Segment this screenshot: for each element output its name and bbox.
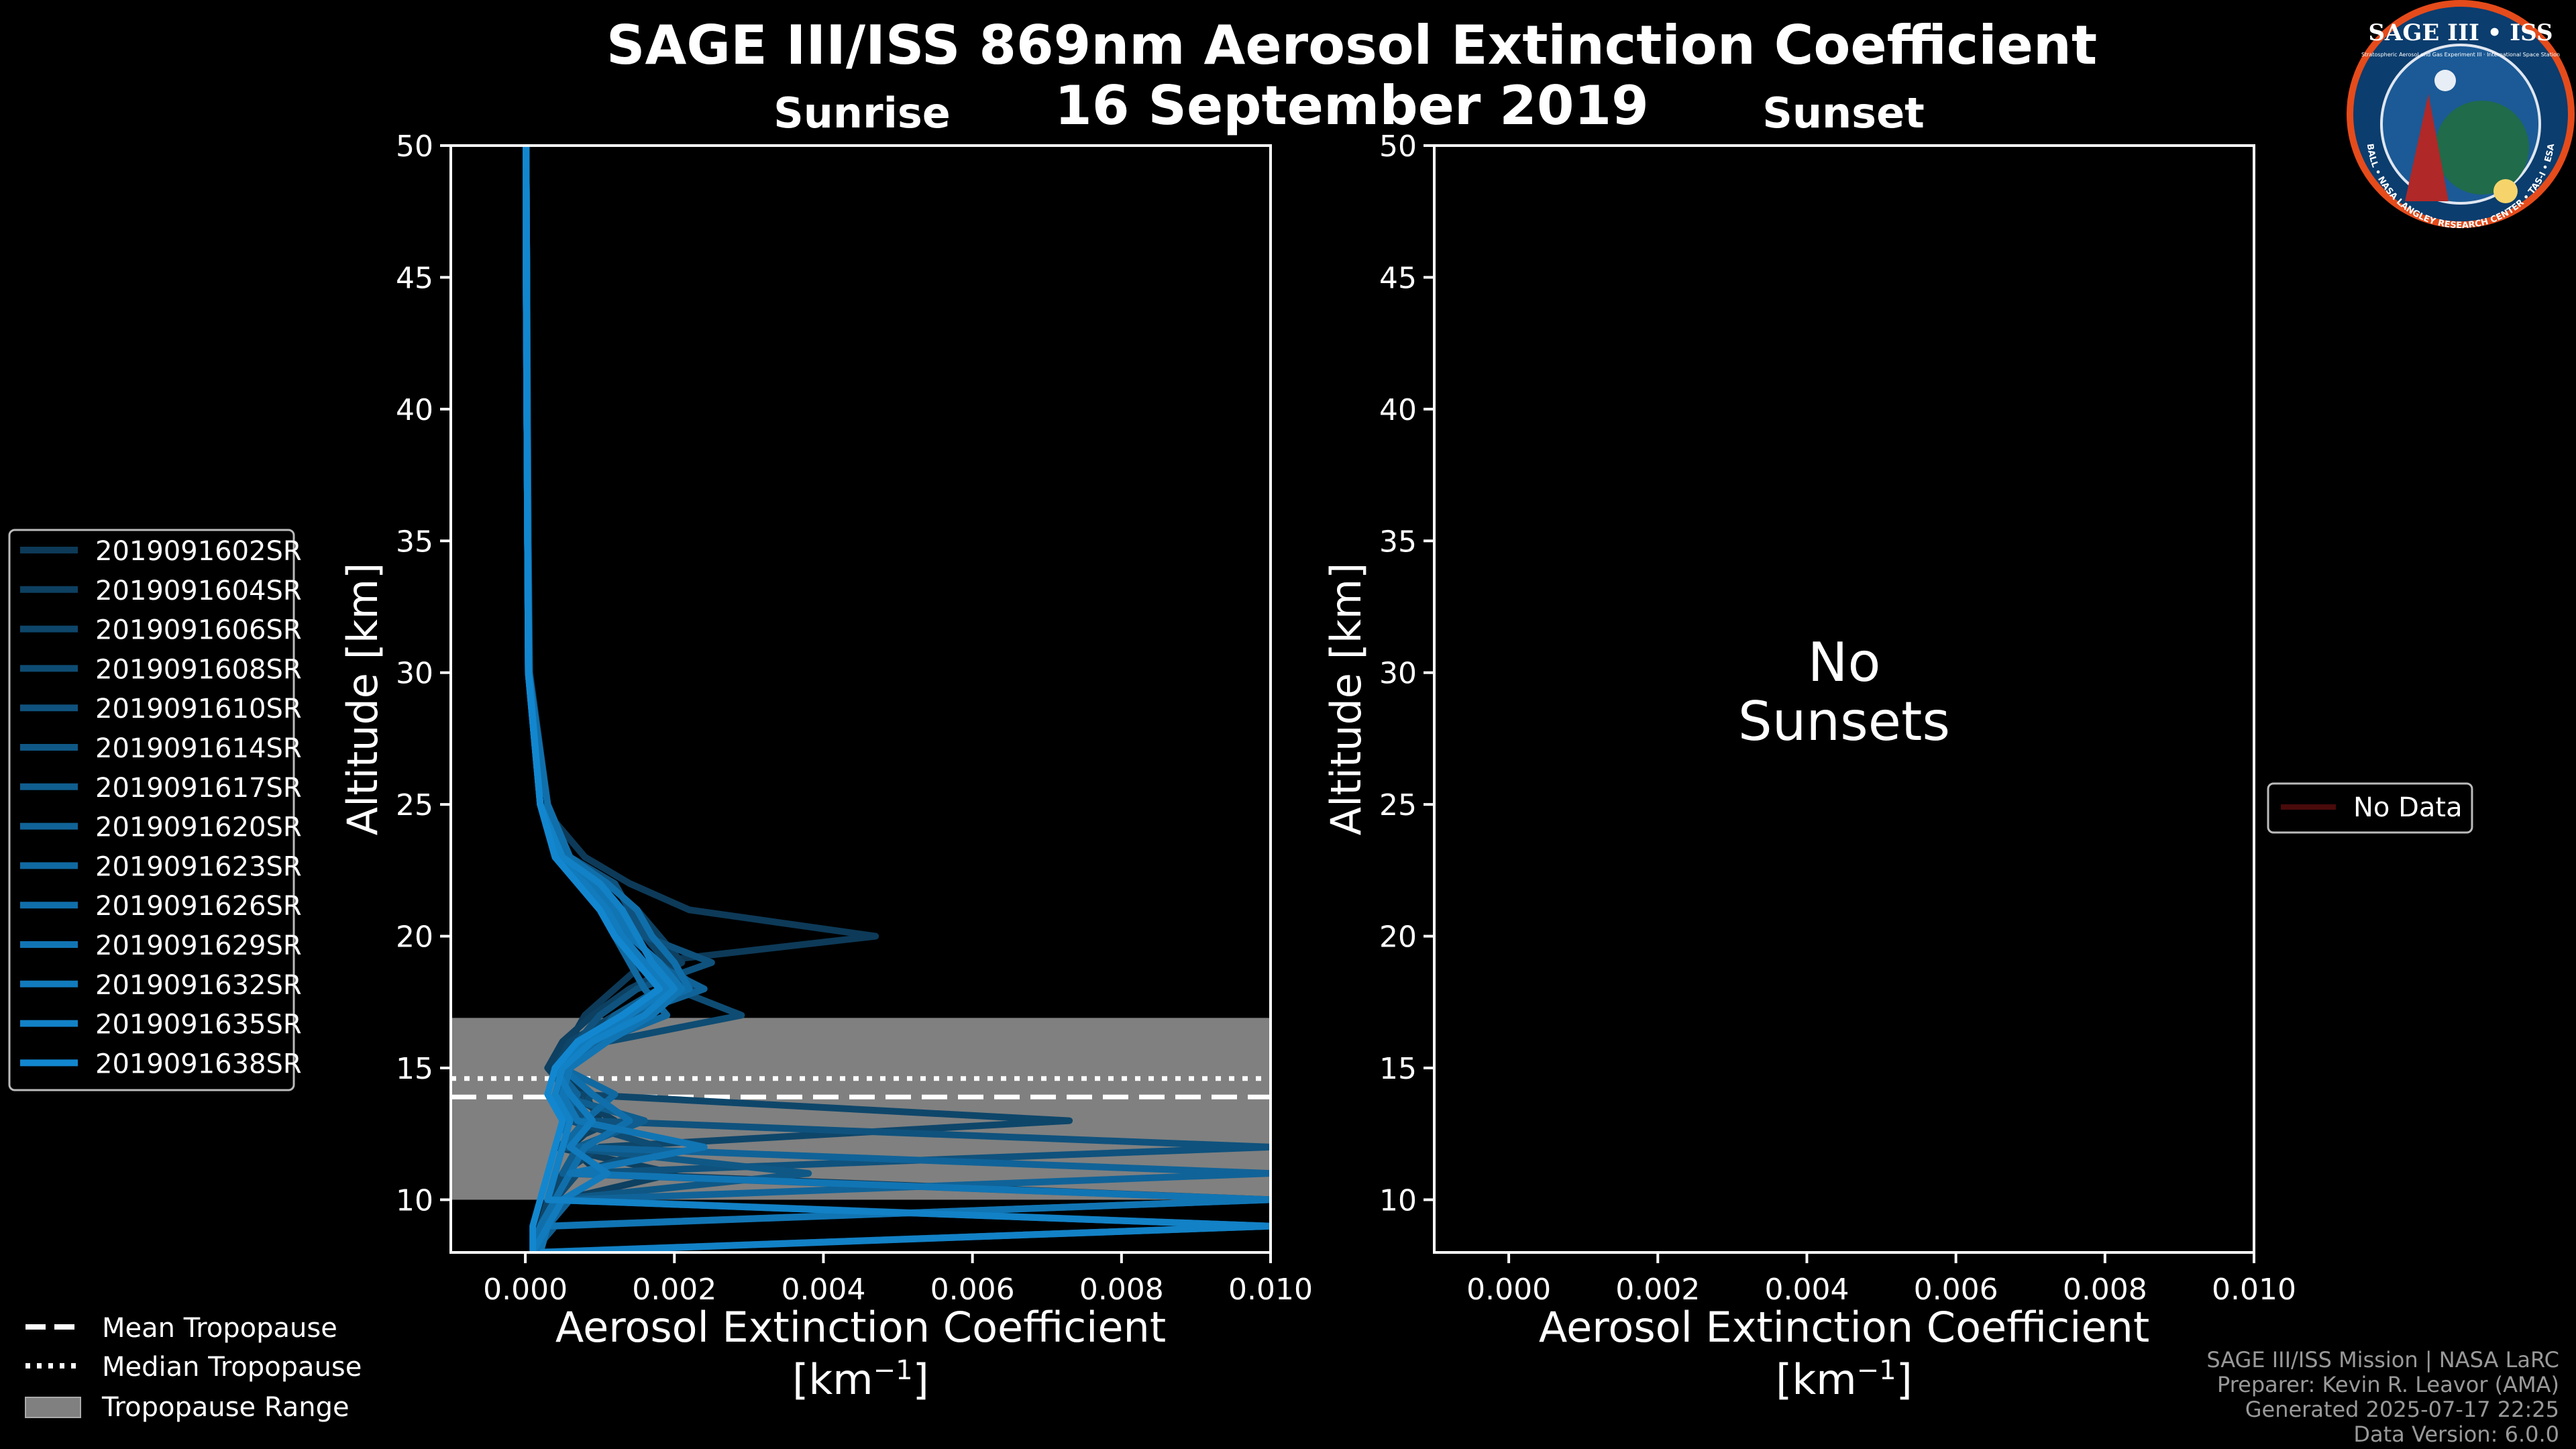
- sunset-x-tick-label: 0.010: [2212, 1273, 2296, 1307]
- logo-subtitle: Stratospheric Aerosol and Gas Experiment…: [2361, 52, 2560, 58]
- legend-label-2019091638SR: 2019091638SR: [95, 1049, 302, 1079]
- sunset-y-tick-label: 10: [1379, 1183, 1417, 1218]
- sunrise-y-tick-label: 25: [396, 788, 433, 822]
- sunrise-unit-close: ]: [913, 1355, 929, 1404]
- sunset-y-tick-label: 15: [1379, 1052, 1417, 1086]
- sunset-y-tick-label: 35: [1379, 525, 1417, 559]
- sunrise-y-tick-label: 45: [396, 261, 433, 295]
- sunset-x-tick-label: 0.006: [1914, 1273, 1998, 1307]
- series-line-2019091638SR: [523, 146, 663, 1252]
- sunrise-plot-frame: [449, 144, 1272, 1254]
- sunrise-y-tick-label: 35: [396, 525, 433, 559]
- sunset-y-tick-label: 50: [1379, 129, 1417, 164]
- legend-label-2019091602SR: 2019091602SR: [95, 536, 302, 567]
- legend-label-2019091610SR: 2019091610SR: [95, 694, 302, 724]
- sunrise-x-axis-unit: [km−1]: [792, 1355, 929, 1404]
- sunset-panel-title: Sunset: [1762, 89, 1925, 138]
- sunrise-unit-exponent: −1: [873, 1355, 913, 1386]
- sunset-y-tick-label: 20: [1379, 920, 1417, 955]
- series-legend: 2019091602SR 2019091604SR 2019091606SR 2019…: [8, 529, 302, 1091]
- no-data-legend: No Data: [2267, 782, 2473, 834]
- legend-label-2019091614SR: 2019091614SR: [95, 733, 302, 764]
- sunset-y-tick-label: 45: [1379, 261, 1417, 295]
- footer-mission: SAGE III/ISS Mission | NASA LaRC: [2206, 1347, 2559, 1373]
- sunset-y-axis-label: Altitude [km]: [1322, 563, 1371, 836]
- legend-label-2019091617SR: 2019091617SR: [95, 773, 302, 804]
- sunrise-x-tick-label: 0.008: [1079, 1273, 1164, 1307]
- footer-generated: Generated 2025-07-17 22:25: [2245, 1397, 2559, 1422]
- sunset-unit-close: ]: [1896, 1355, 1913, 1404]
- footer-preparer: Preparer: Kevin R. Leavor (AMA): [2217, 1372, 2559, 1397]
- sunrise-x-ticks: 0.000 0.002 0.004 0.006 0.008 0.010: [483, 1252, 1313, 1307]
- no-data-label: No Data: [2353, 792, 2463, 823]
- series-legend-entries: 2019091602SR 2019091604SR 2019091606SR 2019…: [20, 536, 302, 1079]
- legend-mean-tropopause-label: Mean Tropopause: [102, 1313, 337, 1344]
- legend-label-2019091626SR: 2019091626SR: [95, 891, 302, 922]
- sunset-y-ticks: 10 15 20 25 30 35 40 45 50: [1379, 129, 1434, 1218]
- no-data-legend-frame: [2267, 782, 2473, 834]
- sunset-plot-frame: [1433, 144, 2255, 1254]
- legend-label-2019091623SR: 2019091623SR: [95, 851, 302, 882]
- legend-label-2019091604SR: 2019091604SR: [95, 576, 302, 606]
- sunrise-y-tick-label: 10: [396, 1183, 433, 1218]
- legend-label-2019091620SR: 2019091620SR: [95, 812, 302, 843]
- logo-sun: [2493, 179, 2518, 203]
- sunrise-unit-base: [km: [792, 1355, 873, 1404]
- sunrise-y-tick-label: 40: [396, 393, 433, 427]
- sage-iii-iss-mission-logo: SAGE III • ISS Stratospheric Aerosol and…: [2347, 0, 2575, 231]
- legend-tropopause-range-swatch: [25, 1397, 81, 1418]
- legend-label-2019091635SR: 2019091635SR: [95, 1010, 302, 1040]
- sunset-x-tick-label: 0.000: [1466, 1273, 1551, 1307]
- logo-earth-globe: [2435, 101, 2529, 195]
- no-sunsets-line2: Sunsets: [1738, 690, 1950, 753]
- series-legend-frame: [8, 529, 295, 1091]
- sunrise-y-tick-label: 30: [396, 657, 433, 691]
- legend-median-tropopause-label: Median Tropopause: [102, 1352, 362, 1383]
- sunset-x-tick-label: 0.002: [1615, 1273, 1700, 1307]
- sunrise-x-tick-label: 0.004: [781, 1273, 865, 1307]
- sunset-x-tick-label: 0.004: [1764, 1273, 1849, 1307]
- logo-astronomer-figure: [2405, 94, 2449, 201]
- sunrise-y-tick-label: 20: [396, 920, 433, 955]
- tropopause-legend: Mean Tropopause Median Tropopause Tropop…: [25, 1313, 362, 1423]
- sunrise-y-tick-label: 15: [396, 1052, 433, 1086]
- legend-tropopause-range-label: Tropopause Range: [101, 1392, 350, 1423]
- legend-label-2019091629SR: 2019091629SR: [95, 930, 302, 961]
- legend-label-2019091606SR: 2019091606SR: [95, 615, 302, 646]
- sunset-y-tick-label: 25: [1379, 788, 1417, 822]
- sunrise-panel-title: Sunrise: [773, 89, 951, 138]
- logo-moon: [2434, 70, 2456, 91]
- no-sunsets-line1: No: [1808, 631, 1881, 694]
- legend-label-2019091608SR: 2019091608SR: [95, 654, 302, 685]
- sunrise-x-axis-label: Aerosol Extinction Coefficient: [555, 1303, 1166, 1352]
- sunset-x-tick-label: 0.008: [2063, 1273, 2147, 1307]
- sunset-x-axis-label: Aerosol Extinction Coefficient: [1539, 1303, 2149, 1352]
- figure-title: SAGE III/ISS 869nm Aerosol Extinction Co…: [606, 14, 2097, 76]
- sunrise-y-tick-label: 50: [396, 129, 433, 164]
- footer-data-version: Data Version: 6.0.0: [2353, 1421, 2559, 1447]
- sunrise-series-group: [523, 146, 1271, 1252]
- logo-name: SAGE III • ISS: [2368, 19, 2553, 46]
- sunrise-x-tick-label: 0.010: [1228, 1273, 1313, 1307]
- sunset-y-tick-label: 30: [1379, 657, 1417, 691]
- footer-credits: SAGE III/ISS Mission | NASA LaRC Prepare…: [2206, 1347, 2559, 1447]
- sunset-plot-area: [1434, 146, 2254, 1252]
- sunrise-x-tick-label: 0.006: [930, 1273, 1015, 1307]
- sunset-unit-base: [km: [1776, 1355, 1857, 1404]
- sunset-x-axis-unit: [km−1]: [1776, 1355, 1913, 1404]
- sunrise-y-axis-label: Altitude [km]: [338, 563, 387, 836]
- sunrise-y-ticks: 10 15 20 25 30 35 40 45 50: [396, 129, 451, 1218]
- legend-label-2019091632SR: 2019091632SR: [95, 970, 302, 1001]
- sunset-unit-exponent: −1: [1857, 1355, 1896, 1386]
- sunrise-x-tick-label: 0.000: [483, 1273, 568, 1307]
- sunset-y-tick-label: 40: [1379, 393, 1417, 427]
- sunset-x-ticks: 0.000 0.002 0.004 0.006 0.008 0.010: [1466, 1252, 2296, 1307]
- figure-date: 16 September 2019: [1055, 74, 1649, 137]
- sunrise-x-tick-label: 0.002: [632, 1273, 716, 1307]
